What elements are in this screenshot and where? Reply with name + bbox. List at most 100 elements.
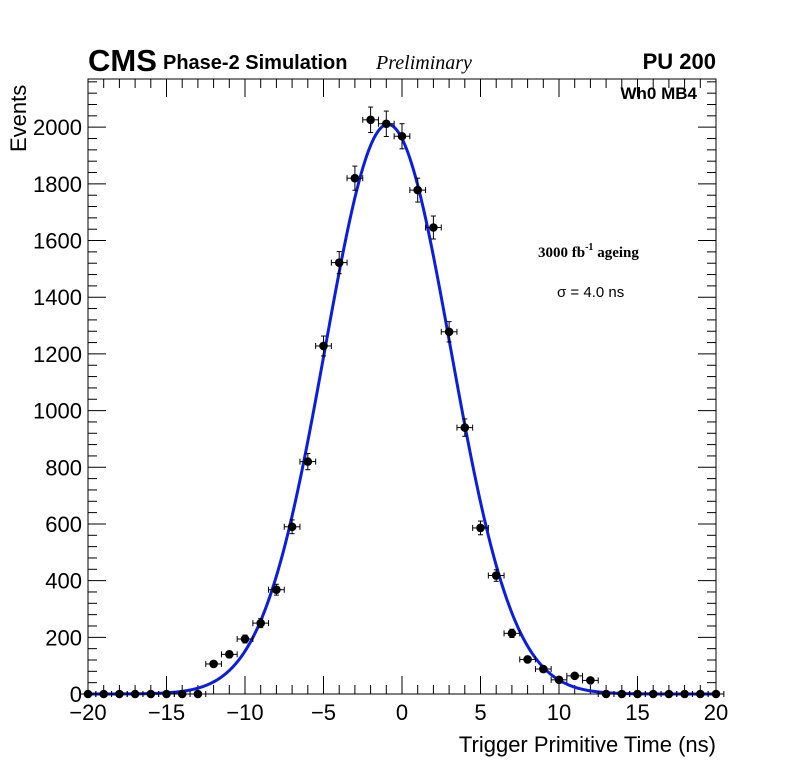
y-tick-label: 400: [45, 569, 82, 594]
data-marker: [319, 341, 328, 351]
phase2-simulation-label: Phase-2 Simulation: [163, 52, 348, 74]
data-marker: [539, 664, 548, 674]
data-point: [707, 689, 725, 699]
data-marker: [334, 258, 344, 267]
data-marker: [99, 689, 108, 699]
data-marker: [444, 327, 454, 337]
data-point: [236, 634, 254, 644]
data-marker: [601, 689, 611, 699]
y-tick-label: 800: [45, 455, 82, 480]
station-label: Wh0 MB4: [621, 84, 698, 103]
data-marker: [240, 634, 250, 644]
data-marker: [586, 676, 595, 685]
y-tick-label: 600: [45, 512, 82, 537]
data-point: [393, 123, 411, 150]
sigma-symbol: σ: [557, 284, 567, 301]
data-point: [377, 110, 395, 137]
ageing-suffix: ageing: [593, 245, 639, 261]
data-marker: [696, 689, 705, 699]
data-marker: [648, 689, 658, 699]
cms-label: CMS: [88, 43, 157, 78]
data-marker: [554, 675, 564, 685]
data-point: [440, 321, 458, 343]
data-marker: [382, 119, 391, 129]
ageing-prefix: 3000 fb: [538, 245, 585, 261]
x-tick-label: −20: [69, 700, 106, 725]
data-marker: [507, 629, 517, 638]
x-tick-label: 5: [474, 700, 486, 725]
x-tick-label: 0: [396, 700, 408, 725]
y-axis-title: Events: [6, 85, 31, 152]
data-marker: [664, 689, 674, 699]
data-marker: [350, 173, 360, 183]
sigma-label: σ = 4.0 ns: [557, 284, 624, 301]
y-tick-label: 200: [45, 625, 82, 650]
y-tick-label: 2000: [33, 115, 82, 140]
data-point: [597, 689, 615, 699]
y-tick-label: 1600: [33, 229, 82, 254]
data-marker: [209, 659, 218, 669]
data-marker: [115, 689, 124, 699]
data-marker: [413, 185, 423, 195]
data-marker: [429, 223, 438, 232]
data-marker: [476, 523, 485, 533]
data-point: [268, 583, 285, 596]
data-marker: [366, 115, 375, 125]
data-point: [566, 671, 584, 681]
x-tick-label: −5: [311, 700, 336, 725]
data-marker: [162, 689, 171, 699]
data-point: [503, 628, 521, 638]
y-tick-label: 1000: [33, 399, 82, 424]
data-marker: [225, 650, 234, 659]
data-point: [252, 618, 270, 629]
x-tick-label: −10: [226, 700, 263, 725]
data-point: [189, 689, 207, 699]
data-marker: [397, 131, 407, 141]
data-point: [95, 689, 113, 699]
data-point: [582, 676, 599, 685]
data-marker: [287, 522, 297, 532]
data-point: [409, 177, 427, 203]
data-marker: [146, 689, 156, 699]
y-tick-label: 0: [70, 682, 82, 707]
data-marker: [491, 571, 501, 580]
data-point: [534, 664, 552, 674]
data-marker: [130, 689, 140, 699]
data-marker: [303, 457, 313, 466]
data-point: [205, 659, 222, 669]
axis-tick-labels: −20 −15 −10 −5 0 5 10 15 20020040060080010001200…: [33, 115, 728, 725]
y-tick-label: 1400: [33, 285, 82, 310]
data-marker: [523, 655, 532, 664]
data-marker: [83, 689, 93, 699]
y-tick-label: 1800: [33, 172, 82, 197]
data-point: [315, 335, 332, 357]
data-point: [330, 251, 348, 275]
pileup-label: PU 200: [643, 49, 716, 74]
data-point: [425, 215, 442, 240]
ageing-label: 3000 fb-1 ageing: [538, 242, 639, 261]
data-marker: [680, 689, 689, 699]
data-point: [362, 106, 379, 134]
ageing-exponent: -1: [585, 242, 593, 253]
x-axis-title: Trigger Primitive Time (ns): [459, 732, 716, 757]
data-point: [346, 165, 364, 191]
data-point: [299, 452, 317, 471]
data-point: [472, 520, 489, 536]
data-point: [519, 655, 536, 664]
data-point: [613, 689, 631, 699]
data-marker: [570, 671, 579, 681]
data-points: [79, 106, 725, 699]
data-marker: [633, 689, 642, 699]
data-point: [487, 569, 505, 582]
data-point: [283, 519, 301, 535]
y-tick-label: 1200: [33, 342, 82, 367]
data-point: [456, 418, 474, 437]
x-tick-label: −15: [148, 700, 185, 725]
data-marker: [711, 689, 721, 699]
x-tick-label: 10: [547, 700, 571, 725]
preliminary-label: Preliminary: [375, 52, 472, 74]
data-marker: [460, 423, 470, 432]
data-marker: [617, 689, 627, 699]
